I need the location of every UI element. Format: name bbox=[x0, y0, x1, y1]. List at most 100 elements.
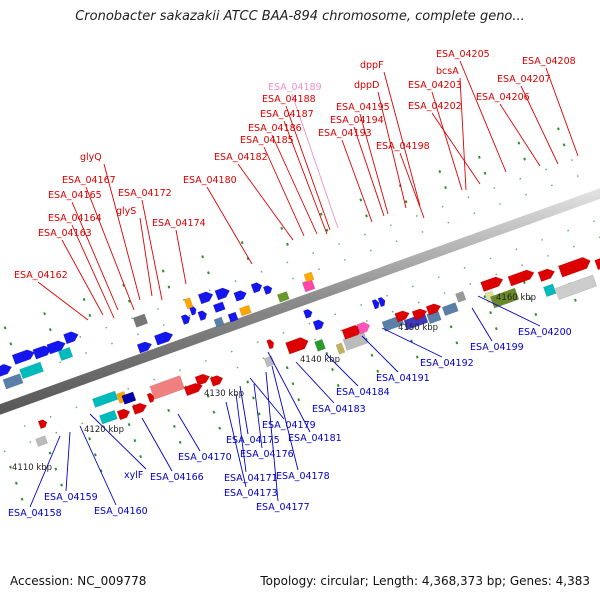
gene-feature bbox=[57, 346, 74, 362]
label-leader bbox=[431, 112, 481, 185]
gene-label-forward: ESA_04198 bbox=[376, 141, 430, 152]
gene-label-forward: ESA_04172 bbox=[118, 188, 172, 199]
gene-label-reverse: ESA_04173 bbox=[224, 488, 278, 499]
label-leader bbox=[361, 335, 399, 373]
label-leader bbox=[177, 413, 201, 452]
gene-label-reverse: ESA_04171 bbox=[224, 473, 278, 484]
gene-feature bbox=[131, 402, 148, 415]
gene-feature bbox=[11, 349, 35, 365]
gene-feature bbox=[132, 313, 149, 328]
label-leader bbox=[325, 353, 359, 387]
guide-row bbox=[20, 289, 600, 501]
gene-label-reverse: ESA_04170 bbox=[178, 452, 232, 463]
label-leader bbox=[263, 146, 305, 237]
gene-feature bbox=[116, 408, 131, 421]
gene-label-forward: ESA_04202 bbox=[408, 101, 462, 112]
gene-label-forward: ESA_04182 bbox=[214, 152, 268, 163]
gene-label-reverse: ESA_04200 bbox=[518, 327, 572, 338]
gene-feature bbox=[153, 331, 174, 346]
label-leader bbox=[431, 91, 463, 191]
gene-label-forward: ESA_04167 bbox=[62, 175, 116, 186]
gene-feature bbox=[266, 339, 275, 350]
label-leader bbox=[71, 201, 119, 311]
label-leader bbox=[61, 239, 104, 316]
gene-label-forward: glyQ bbox=[80, 152, 102, 163]
gene-label-forward: ESA_04186 bbox=[248, 123, 302, 134]
gene-feature bbox=[335, 342, 346, 355]
gene-feature bbox=[212, 301, 226, 313]
gene-label-forward: ESA_04206 bbox=[476, 92, 530, 103]
gene-feature bbox=[507, 269, 535, 287]
gene-label-forward: ESA_04195 bbox=[336, 102, 390, 113]
gene-labels: ESA_04162 ESA_04163 ESA_04164 ESA_04165 ESA_… bbox=[8, 49, 576, 519]
label-leader bbox=[381, 327, 443, 358]
label-leader bbox=[283, 120, 328, 235]
label-leader bbox=[265, 371, 279, 502]
map-title: Cronobacter sakazakii ATCC BAA-894 chrom… bbox=[75, 9, 525, 24]
gene-feature bbox=[149, 375, 185, 400]
gene-feature bbox=[276, 291, 290, 303]
label-leader bbox=[353, 126, 385, 217]
gene-label-reverse: ESA_04179 bbox=[262, 420, 316, 431]
gene-feature bbox=[214, 287, 231, 301]
gene-label-forward: dppD bbox=[354, 80, 379, 91]
gene-feature bbox=[312, 319, 325, 331]
scale-label: 4160 kbp bbox=[496, 293, 536, 303]
gene-label-forward: ESA_04203 bbox=[408, 80, 462, 91]
gene-label-forward: ESA_04193 bbox=[318, 128, 372, 139]
topology-summary: Topology: circular; Length: 4,368,373 bp… bbox=[260, 574, 590, 588]
gene-feature bbox=[19, 361, 44, 380]
gene-feature bbox=[377, 296, 386, 308]
scale-label: 4130 kbp bbox=[204, 389, 244, 399]
gene-label-forward: ESA_04163 bbox=[38, 228, 92, 239]
label-leader bbox=[477, 295, 541, 327]
gene-feature bbox=[411, 308, 428, 321]
gene-label-forward: bcsA bbox=[436, 66, 459, 77]
label-leader bbox=[71, 224, 115, 319]
label-leader bbox=[37, 281, 89, 321]
gene-feature bbox=[197, 291, 214, 305]
label-leader bbox=[471, 307, 493, 342]
gene-feature bbox=[543, 283, 557, 298]
scale-label: 4150 kbp bbox=[398, 323, 438, 333]
gene-feature bbox=[233, 290, 247, 302]
gene-feature bbox=[37, 419, 48, 430]
gene-feature bbox=[180, 314, 191, 325]
gene-feature bbox=[250, 282, 263, 294]
label-leader bbox=[139, 217, 153, 297]
guide-row bbox=[0, 134, 591, 350]
gene-feature bbox=[209, 375, 224, 387]
gene-label-reverse: ESA_04166 bbox=[150, 472, 204, 483]
label-leader bbox=[377, 91, 407, 209]
gene-feature bbox=[425, 303, 442, 316]
label-leader bbox=[545, 67, 579, 157]
gene-label-reverse: ESA_04175 bbox=[226, 435, 280, 446]
label-lines bbox=[29, 60, 579, 508]
guide-row bbox=[0, 218, 600, 436]
gene-feature bbox=[35, 435, 48, 447]
scale-labels: 4110 kbp 4120 kbp 4130 kbp 4140 kbp 4150 kbp… bbox=[12, 293, 536, 473]
label-leader bbox=[103, 163, 141, 301]
gene-feature bbox=[303, 271, 315, 283]
label-leader bbox=[141, 199, 163, 301]
gene-feature bbox=[213, 316, 225, 328]
label-leader bbox=[79, 425, 117, 506]
gene-feature bbox=[0, 364, 13, 379]
label-leader bbox=[291, 93, 339, 229]
gene-feature bbox=[262, 285, 273, 295]
scale-label: 4110 kbp bbox=[12, 463, 52, 473]
gene-label-reverse: ESA_04183 bbox=[312, 404, 366, 415]
gene-label-forward: ESA_04187 bbox=[260, 109, 314, 120]
gene-feature bbox=[285, 337, 309, 355]
gene-feature bbox=[91, 390, 119, 408]
label-leader bbox=[271, 365, 299, 471]
accession-text: Accession: NC_009778 bbox=[10, 574, 147, 588]
gene-label-reverse: ESA_04181 bbox=[288, 433, 342, 444]
gene-label-forward: ESA_04208 bbox=[522, 56, 576, 67]
gene-label-forward: ESA_04164 bbox=[48, 213, 102, 224]
label-leader bbox=[271, 134, 318, 235]
gene-feature bbox=[554, 274, 598, 301]
label-leader bbox=[285, 105, 331, 231]
gene-feature bbox=[227, 311, 239, 323]
